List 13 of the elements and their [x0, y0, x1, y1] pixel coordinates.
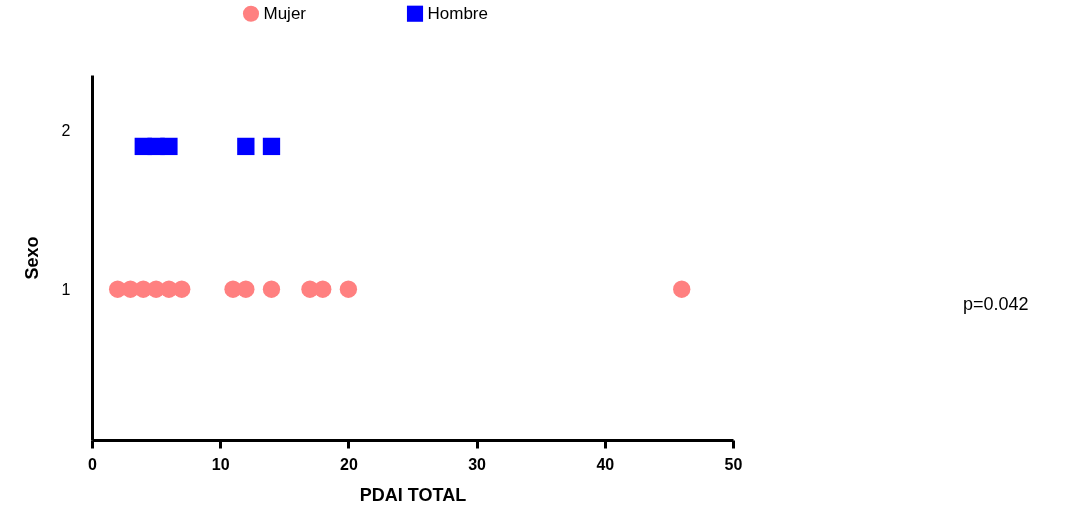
x-tick-label: 10	[211, 455, 230, 473]
y-axis-title: Sexo	[21, 236, 42, 280]
x-tick-label: 30	[468, 455, 487, 473]
y-tick-label: 2	[61, 122, 71, 140]
legend-label: Hombre	[427, 3, 488, 23]
x-axis-title: PDAI TOTAL	[359, 484, 467, 505]
x-tick-label: 20	[340, 455, 358, 473]
text: p=0.042	[963, 294, 1029, 314]
x-tick-label: 40	[596, 455, 615, 473]
y-tick-label: 1	[61, 280, 71, 298]
legend-label: Mujer	[263, 3, 307, 23]
x-tick-label: 0	[88, 455, 98, 473]
x-tick-label: 50	[724, 455, 743, 473]
